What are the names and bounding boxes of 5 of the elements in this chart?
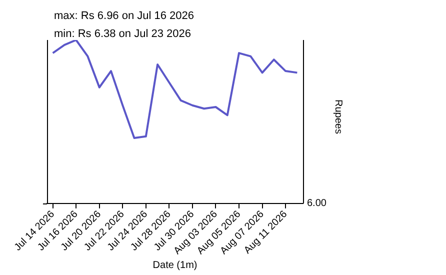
annotation: min: Rs 6.38 on Jul 23 2026: [54, 28, 191, 40]
text: 6.00: [307, 198, 327, 210]
text: max: Rs 6.96 on Jul 16 2026: [54, 10, 194, 22]
y-axis-title: Rupees: [332, 99, 344, 134]
x-axis-title: Date (1m): [152, 260, 198, 271]
